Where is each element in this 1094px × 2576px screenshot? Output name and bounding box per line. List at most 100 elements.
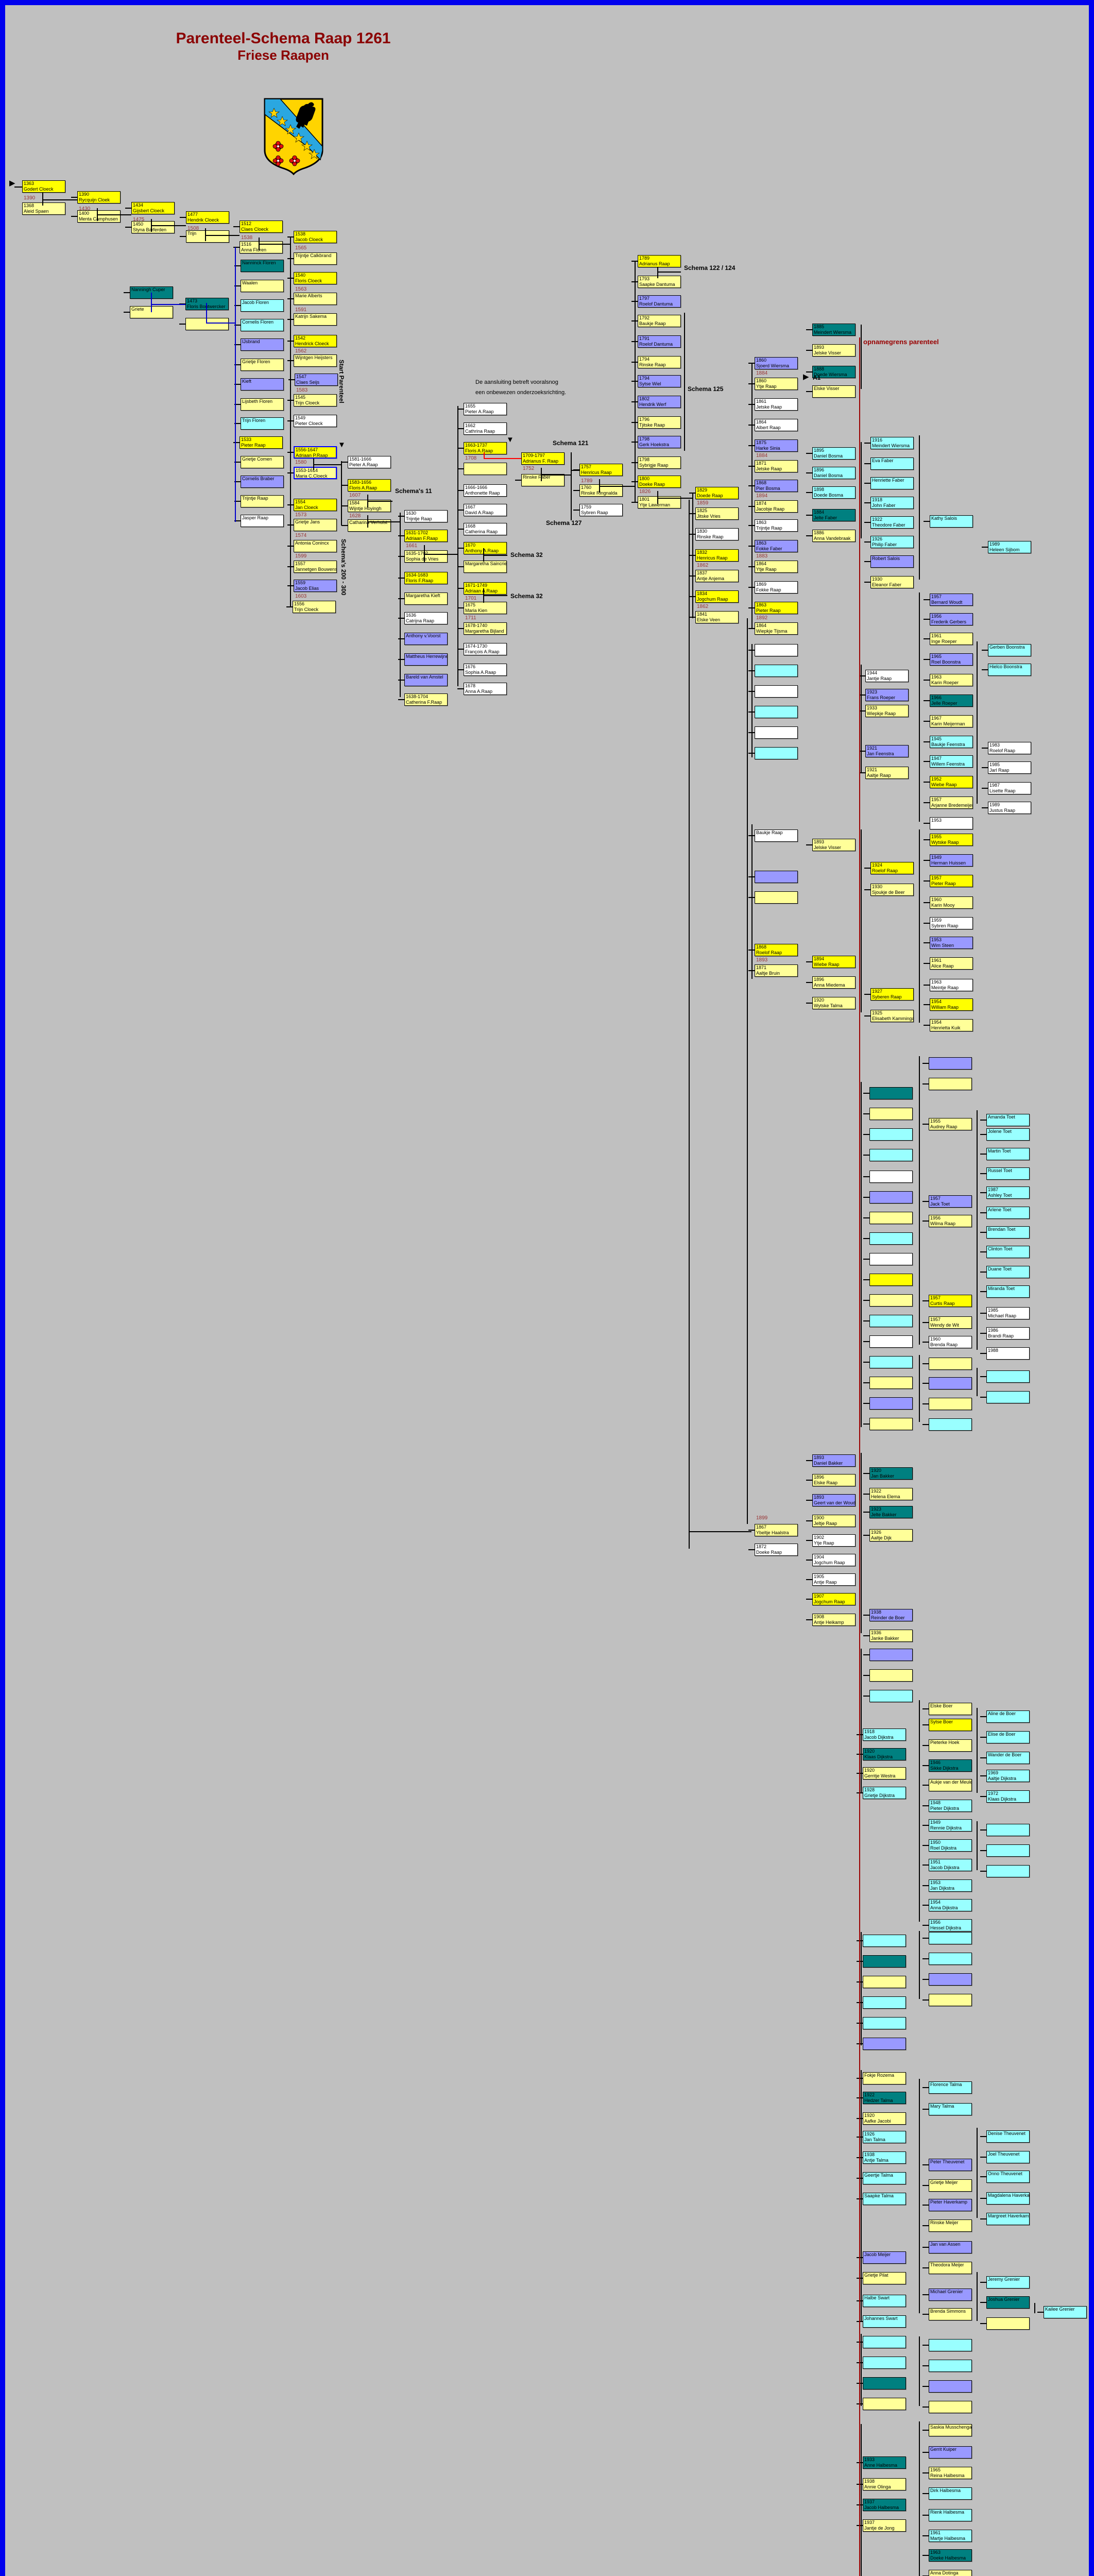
person-name: Pieterke Hoek — [930, 1740, 960, 1745]
connector-stub — [924, 802, 930, 803]
person-box: Jacob Floren — [241, 299, 284, 312]
connector-stub — [398, 659, 404, 660]
person-box: 1872 Doeke Raap — [755, 1544, 798, 1556]
connector-stub — [234, 520, 241, 521]
person-name: Roelof Raap — [756, 950, 782, 955]
person-year: 1450 — [133, 222, 144, 227]
connector-stub — [922, 2109, 929, 2110]
connector-line — [861, 442, 862, 538]
connector-stub — [922, 2430, 929, 2431]
person-name: Sybren Raap — [581, 510, 608, 515]
connector-stub — [924, 619, 930, 620]
person-box: Marie Alberts — [294, 293, 337, 305]
connector-line — [1034, 2303, 1035, 2313]
person-name: Antje Heikamp — [814, 1620, 844, 1625]
connector-stub — [863, 1473, 869, 1474]
person-box: 1959 Sybren Raap — [930, 917, 973, 929]
person-name: Curtis Raap — [930, 1301, 955, 1306]
person-year: 1663-1737 — [465, 443, 488, 448]
person-box: Trijn — [186, 230, 229, 243]
person-name: David A.Raap — [465, 510, 494, 515]
person-name: Anna Miedema — [814, 982, 845, 988]
person-box: 1636 Catrijna Raap — [404, 612, 448, 624]
person-box: 1930 Sjoukje de Beer — [870, 884, 914, 896]
person-name: Antje Raap — [814, 1580, 837, 1585]
person-name: Gerritje Westra — [864, 1773, 896, 1778]
connector-stub — [982, 788, 988, 789]
person-box: 1924 Roelof Raap — [870, 862, 914, 874]
connector-stub — [980, 1871, 986, 1872]
person-box: Joshua Grenier — [986, 2296, 1030, 2309]
person-name: Trijn — [187, 231, 197, 236]
connector-stub — [863, 1300, 869, 1301]
person-box: 1916 Meindert Wiersma — [870, 437, 914, 449]
person-box: 1798 Sybrigje Raap — [638, 456, 681, 469]
connector-stub — [980, 1829, 986, 1831]
person-year: 1954 — [931, 1020, 942, 1025]
connector-line — [484, 452, 485, 459]
person-year: 1966 — [931, 695, 942, 700]
person-name: Baukje Feenstra — [931, 742, 965, 747]
person-name: Tjitske Raap — [639, 422, 665, 428]
connector-line — [571, 470, 579, 471]
connector-stub — [980, 1232, 986, 1233]
person-year: 1837 — [697, 570, 708, 575]
person-name: Mattheus Herrewijnen — [406, 654, 448, 659]
connector-line — [205, 228, 206, 241]
person-name: Hendrik Cloeck — [187, 217, 219, 223]
person-year: 1923 — [871, 1506, 882, 1512]
connector-stub — [982, 547, 988, 548]
person-box: Grietje Floren — [241, 359, 284, 371]
person-name: Baukje Raap — [756, 830, 783, 835]
person-year: 1924 — [872, 862, 883, 868]
person-year: 1676 — [465, 664, 476, 669]
connector-stub — [980, 2218, 986, 2219]
person-box — [869, 1356, 913, 1368]
person-box: 1965 Reina Halbesma — [929, 2467, 972, 2479]
person-box: 1798 Gerk Hoekstra — [638, 436, 681, 448]
connector-stub — [515, 480, 521, 481]
person-year: 1937 — [864, 2499, 875, 2504]
person-name: Hedzer Talma — [864, 2098, 893, 2103]
person-name: Maria Kien — [465, 608, 488, 613]
connector-stub — [863, 1279, 869, 1280]
person-name: Martin Toet — [988, 1148, 1011, 1154]
person-year: 1540 — [295, 273, 306, 278]
connector-stub — [980, 1291, 986, 1292]
person-box — [755, 644, 798, 656]
person-box: 1896 Daniel Bosma — [812, 467, 856, 479]
person-name: Sytse Wiel — [639, 381, 661, 386]
marriage-year-label: 1563 — [295, 286, 307, 292]
connector-stub — [922, 1363, 929, 1364]
connector-stub — [863, 1259, 869, 1260]
person-box: 1554 Jan Cloeck — [294, 499, 337, 511]
person-name: Rinske Faber — [523, 474, 551, 480]
person-box: Rienk Halbesma — [929, 2509, 972, 2521]
person-year: 1920 — [871, 1468, 882, 1473]
connector-line — [42, 199, 77, 200]
person-name: Margaretha Saincrie — [465, 561, 507, 566]
person-name: Janke Bakker — [871, 1636, 899, 1641]
person-year: 1860 — [756, 378, 767, 383]
person-name: Catherina F.Raap — [406, 700, 442, 705]
connector-stub — [863, 1535, 869, 1536]
person-name: Wytske Talma — [814, 1003, 843, 1008]
connector-stub — [457, 510, 464, 511]
connector-stub — [980, 2198, 986, 2199]
marriage-year-label: 1826 — [639, 489, 651, 495]
person-box: 1477 Hendrik Cloeck — [186, 211, 229, 224]
person-name: Sikke Dijkstra — [930, 1766, 959, 1771]
connector-stub — [922, 2247, 929, 2248]
schema-reference-label: Schema 122 / 124 — [684, 264, 736, 272]
person-box: Martin Toet — [986, 1148, 1030, 1160]
person-box: 1922 Theodore Faber — [870, 516, 914, 529]
person-name: Anthony v.Voorst — [406, 633, 441, 638]
person-name: Aaltje Bruin — [756, 971, 780, 976]
person-year: 1896 — [814, 467, 825, 472]
connector-stub — [922, 2452, 929, 2453]
person-name: Magdalena Haverkamp — [988, 2193, 1030, 2198]
person-year: 1556-1647 — [296, 447, 318, 452]
connector-stub — [234, 423, 241, 424]
person-box: 1634-1683 Floris F.Raap — [404, 572, 448, 584]
person-year: 1368 — [24, 203, 35, 208]
